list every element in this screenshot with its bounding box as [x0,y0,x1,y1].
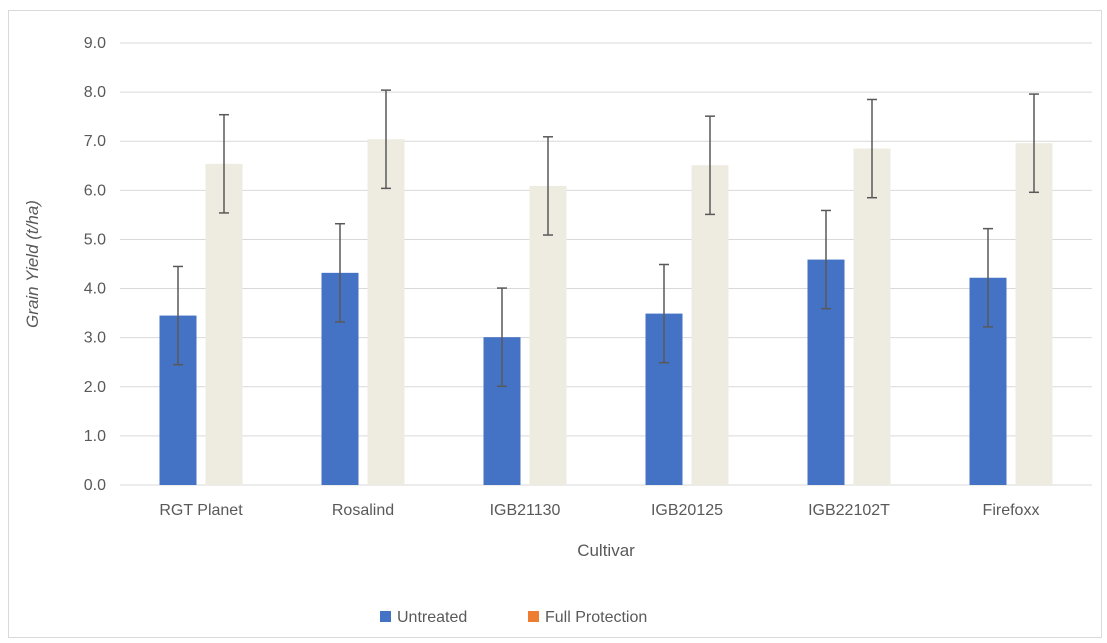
bar-full-protection [853,148,891,486]
x-tick-label: Firefoxx [983,502,1040,519]
legend-swatch-full-protection [528,611,539,622]
legend-swatch-untreated [380,611,391,622]
x-tick-label: Rosalind [332,502,394,519]
y-tick-label: 3.0 [84,330,106,347]
error-bars [173,89,1039,388]
bar-full-protection [1015,143,1053,486]
gridlines [120,42,1092,486]
legend: Untreated Full Protection [380,609,647,626]
x-tick-label: IGB20125 [651,502,723,519]
x-tick-label: IGB22102T [808,502,890,519]
y-tick-label: 6.0 [84,182,106,199]
y-tick-label: 7.0 [84,133,106,150]
legend-label: Full Protection [545,609,647,626]
bar-full-protection [205,163,243,485]
y-tick-label: 9.0 [84,35,106,52]
y-tick-label: 8.0 [84,84,106,101]
y-tick-label: 2.0 [84,379,106,396]
x-tick-label: IGB21130 [490,502,561,519]
y-tick-label: 1.0 [84,428,106,445]
x-tick-label: RGT Planet [159,502,243,519]
x-tick-labels: RGT Planet Rosalind IGB21130 IGB20125 IGB221… [159,502,1039,519]
y-tick-label: 0.0 [84,477,106,494]
y-tick-label: 4.0 [84,281,106,298]
bars [159,139,1053,486]
y-axis-title: Grain Yield (t/ha) [23,200,42,328]
x-axis-title: Cultivar [577,541,635,560]
y-tick-labels: 0.0 1.0 2.0 3.0 4.0 5.0 6.0 7.0 8.0 9.0 [84,35,106,494]
y-tick-label: 5.0 [84,231,106,248]
legend-label: Untreated [397,609,467,626]
bar-full-protection [367,139,405,485]
bar-full-protection [691,165,729,485]
